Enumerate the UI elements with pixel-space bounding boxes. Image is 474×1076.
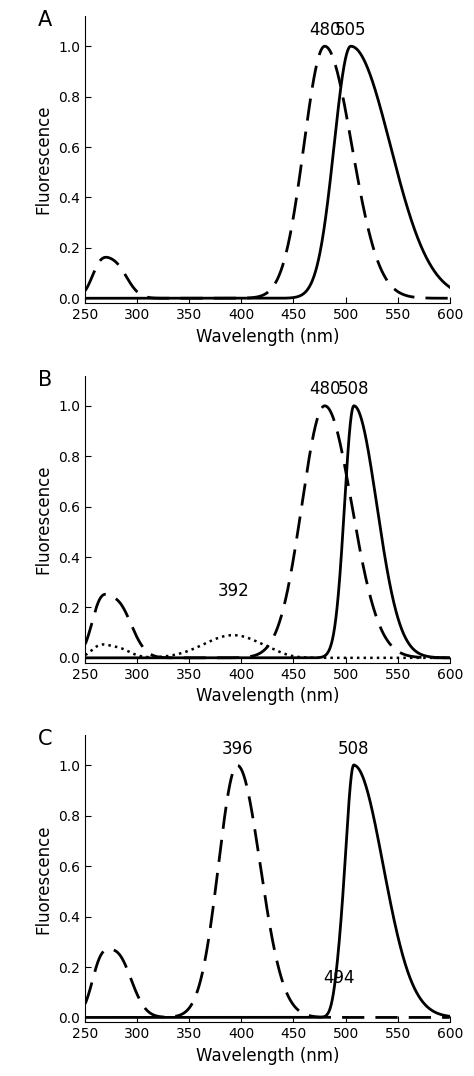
Y-axis label: Fluorescence: Fluorescence bbox=[35, 104, 53, 214]
Text: 508: 508 bbox=[338, 380, 370, 398]
Text: 480: 480 bbox=[309, 20, 340, 39]
Text: 505: 505 bbox=[335, 20, 366, 39]
Text: C: C bbox=[38, 730, 52, 749]
Y-axis label: Fluorescence: Fluorescence bbox=[35, 824, 53, 934]
Text: A: A bbox=[38, 11, 52, 30]
Text: 396: 396 bbox=[221, 740, 253, 758]
X-axis label: Wavelength (nm): Wavelength (nm) bbox=[196, 328, 339, 345]
Text: 480: 480 bbox=[309, 380, 340, 398]
Text: B: B bbox=[38, 370, 52, 390]
X-axis label: Wavelength (nm): Wavelength (nm) bbox=[196, 688, 339, 705]
Text: 508: 508 bbox=[338, 740, 370, 758]
Y-axis label: Fluorescence: Fluorescence bbox=[35, 465, 53, 574]
X-axis label: Wavelength (nm): Wavelength (nm) bbox=[196, 1047, 339, 1065]
Text: 392: 392 bbox=[217, 582, 249, 600]
Text: 494: 494 bbox=[324, 969, 355, 987]
